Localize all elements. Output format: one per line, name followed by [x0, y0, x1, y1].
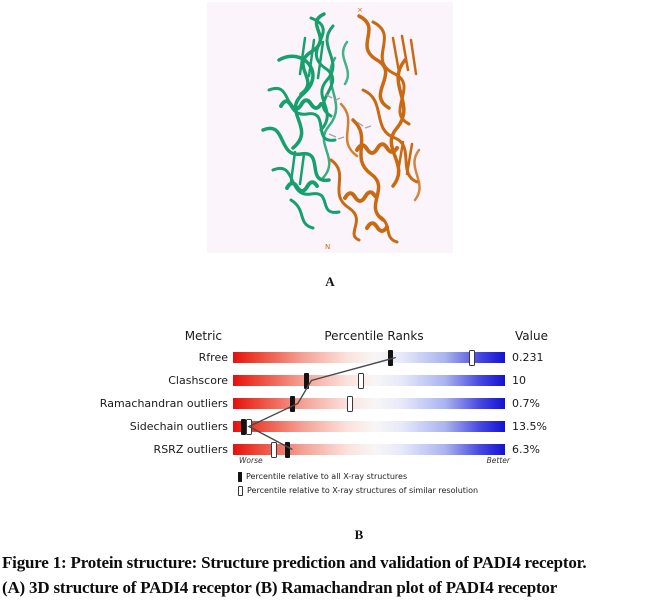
panel-b-label: B: [354, 527, 364, 542]
legend-filled-marker-icon: [238, 471, 242, 482]
chart-row: Rfree 0.231: [0, 349, 547, 366]
marker-percentile-similar: [246, 418, 253, 435]
legend-label: Percentile relative to all X-ray structu…: [246, 472, 408, 481]
svg-text:N: N: [325, 243, 330, 251]
chart-legend: Percentile relative to all X-ray structu…: [238, 471, 478, 499]
percentile-gradient-bar: [233, 418, 505, 435]
metric-value: 0.7%: [512, 397, 540, 410]
chart-row: Ramachandran outliers 0.7%: [0, 395, 547, 412]
legend-item: Percentile relative to X-ray structures …: [238, 485, 478, 496]
chart-rows: Rfree 0.231 Clashscore 10 Ramachandran outli…: [0, 349, 547, 467]
caption-line-2: (A) 3D structure of PADI4 receptor (B) R…: [2, 577, 558, 597]
ligand-sticks: [324, 93, 372, 140]
legend-item: Percentile relative to all X-ray structu…: [238, 471, 478, 482]
metric-label: RSRZ outliers: [153, 443, 228, 456]
percentile-gradient-bar: [233, 372, 505, 389]
marker-percentile-all: [303, 372, 309, 389]
marker-percentile-similar: [357, 372, 364, 389]
validation-chart: Metric Percentile Ranks Value Rfree 0.231…: [0, 326, 645, 512]
metric-label: Sidechain outliers: [129, 420, 228, 433]
chain-b-ribbon: [329, 14, 421, 244]
chart-row: Clashscore 10: [0, 372, 547, 389]
metric-column-header: Metric: [184, 329, 222, 343]
figure-caption: Figure 1: Protein structure: Structure p…: [2, 551, 644, 600]
percentile-gradient-bar: [233, 349, 505, 366]
chart-row: RSRZ outliers 6.3%: [0, 441, 547, 458]
marker-percentile-similar: [346, 395, 353, 412]
axis-better-label: Better: [486, 456, 510, 465]
marker-percentile-all: [241, 418, 247, 435]
marker-percentile-all: [290, 395, 296, 412]
percentile-gradient-bar: [233, 395, 505, 412]
chain-a-ribbon: [261, 12, 350, 230]
svg-text:×: ×: [357, 6, 363, 14]
metric-label: Clashscore: [168, 374, 228, 387]
marker-percentile-all: [388, 349, 394, 366]
axis-worse-label: Worse: [239, 456, 263, 465]
metric-value: 6.3%: [512, 443, 540, 456]
value-column-header: Value: [515, 329, 548, 343]
protein-ribbon-image: × N: [261, 6, 421, 251]
metric-label: Rfree: [198, 351, 228, 364]
chart-row: Sidechain outliers 13.5%: [0, 418, 547, 435]
protein-structure-panel: × N: [207, 2, 453, 253]
panel-a-label: A: [325, 274, 335, 289]
legend-label: Percentile relative to X-ray structures …: [247, 486, 479, 495]
metric-value: 10: [512, 374, 526, 387]
metric-value: 13.5%: [512, 420, 547, 433]
chain-termini-marks: × N: [325, 6, 363, 251]
metric-value: 0.231: [512, 351, 544, 364]
caption-line-1: Figure 1: Protein structure: Structure p…: [2, 553, 587, 572]
percentile-ranks-header: Percentile Ranks: [324, 329, 424, 343]
percentile-gradient-bar: [233, 441, 505, 458]
legend-hollow-marker-icon: [238, 485, 243, 496]
marker-percentile-similar: [469, 349, 476, 366]
metric-label: Ramachandran outliers: [99, 397, 228, 410]
